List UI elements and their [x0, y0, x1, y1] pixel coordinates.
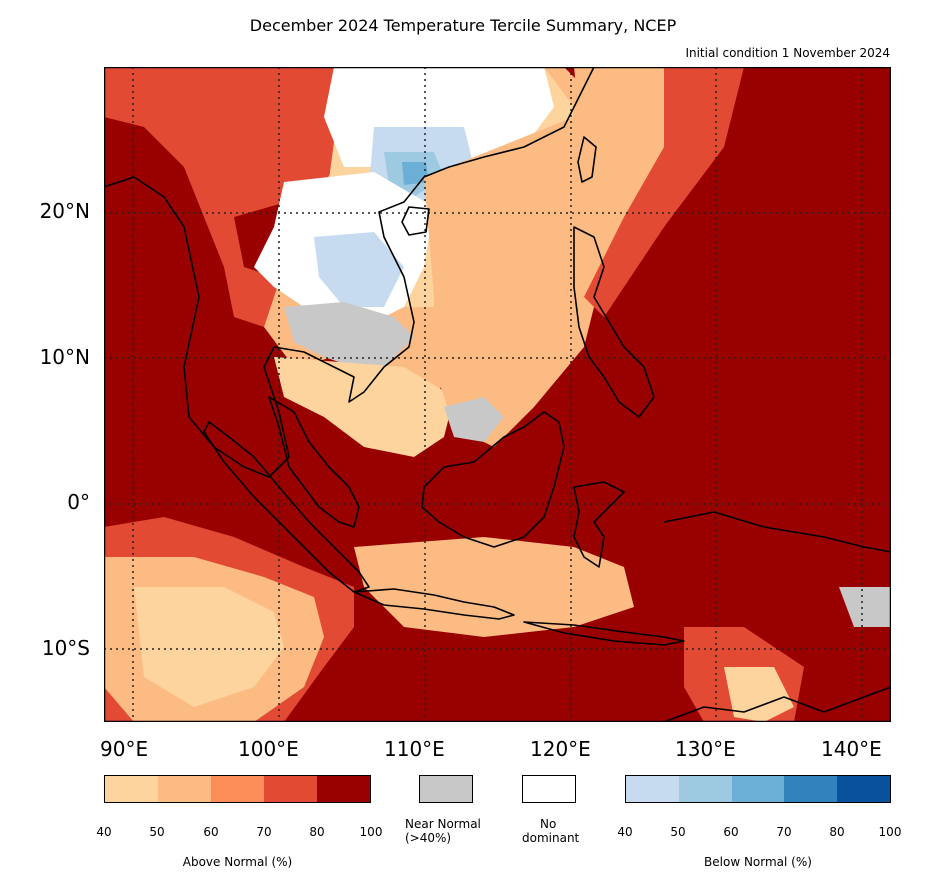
above-colorbar-segment-1 — [158, 776, 211, 802]
coast-malay-peninsula — [268, 396, 360, 528]
below-tick-60: 60 — [723, 825, 739, 839]
java-sea-orange — [354, 537, 634, 637]
below-colorbar-segment-4 — [837, 776, 890, 802]
gulf-thailand-pale — [274, 357, 454, 457]
lat-label-0: 0° — [67, 490, 90, 514]
map-title: December 2024 Temperature Tercile Summar… — [249, 16, 677, 35]
below-colorbar-segment-0 — [626, 776, 679, 802]
lon-label-120e: 120°E — [530, 737, 591, 761]
lon-label-110e: 110°E — [384, 737, 445, 761]
coast-sulawesi — [573, 481, 625, 568]
above-tick-40: 40 — [96, 825, 112, 839]
above-colorbar-segment-2 — [211, 776, 264, 802]
lon-label-100e: 100°E — [238, 737, 299, 761]
below-normal-label: Below Normal (%) — [704, 855, 812, 869]
above-tick-50: 50 — [149, 825, 165, 839]
south-indian-ocean-pale — [134, 587, 284, 707]
above-normal-colorbar — [104, 775, 371, 803]
coast-taiwan — [577, 136, 597, 183]
above-tick-80: 80 — [309, 825, 325, 839]
below-colorbar-segment-3 — [784, 776, 838, 802]
above-colorbar-segment-3 — [264, 776, 317, 802]
lat-label-20n: 20°N — [39, 199, 90, 223]
above-normal-label: Above Normal (%) — [182, 855, 293, 869]
lat-label-10n: 10°N — [39, 345, 90, 369]
west-pacific-red — [584, 67, 744, 317]
below-colorbar-segment-1 — [678, 776, 732, 802]
south-china-sea-orange — [424, 117, 624, 447]
no-dominant-label-line1: No — [540, 817, 557, 831]
coastlines — [104, 67, 891, 722]
coast-australia — [663, 686, 891, 722]
below-normal-colorbar — [625, 775, 891, 803]
lon-label-90e: 90°E — [100, 737, 149, 761]
below-tick-50: 50 — [670, 825, 686, 839]
near-normal-label-line2: (>40%) — [405, 831, 452, 845]
above-tick-100: 100 — [359, 825, 383, 839]
coast-java — [353, 588, 515, 620]
below-tick-40: 40 — [617, 825, 633, 839]
no-dominant-label-line2: dominant — [522, 831, 580, 845]
no-dominant-swatch — [522, 775, 576, 803]
above-tick-70: 70 — [256, 825, 272, 839]
lon-label-140e: 140°E — [821, 737, 882, 761]
lat-label-10s: 10°S — [41, 636, 90, 660]
below-tick-80: 80 — [829, 825, 845, 839]
indochina-below-normal-40 — [314, 232, 404, 307]
arafura-light — [724, 667, 794, 722]
near-normal-label-line1: Near Normal — [405, 817, 481, 831]
below-tick-100: 100 — [878, 825, 902, 839]
scs-near-normal — [444, 397, 504, 442]
lon-label-130e: 130°E — [675, 737, 736, 761]
above-colorbar-segment-0 — [105, 776, 158, 802]
near-normal-swatch — [419, 775, 473, 803]
coast-mainland — [104, 67, 595, 478]
above-colorbar-segment-4 — [317, 776, 370, 802]
coast-borneo — [421, 411, 565, 548]
above-tick-60: 60 — [203, 825, 219, 839]
map-subtitle: Initial condition 1 November 2024 — [685, 46, 890, 60]
coast-philippines — [573, 226, 655, 418]
indochina-near-normal — [284, 302, 414, 367]
timor-near-normal — [839, 587, 891, 627]
coast-hainan — [401, 206, 430, 236]
below-tick-70: 70 — [776, 825, 792, 839]
coast-sumatra — [203, 421, 370, 593]
map-frame — [104, 67, 891, 722]
below-colorbar-segment-2 — [731, 776, 785, 802]
no-dominant-label: No dominant — [512, 817, 612, 845]
near-normal-label: Near Normal (>40%) — [405, 817, 535, 845]
coast-new-guinea — [663, 511, 891, 553]
coast-lesser-sunda — [523, 621, 685, 646]
tercile-map — [104, 67, 891, 722]
